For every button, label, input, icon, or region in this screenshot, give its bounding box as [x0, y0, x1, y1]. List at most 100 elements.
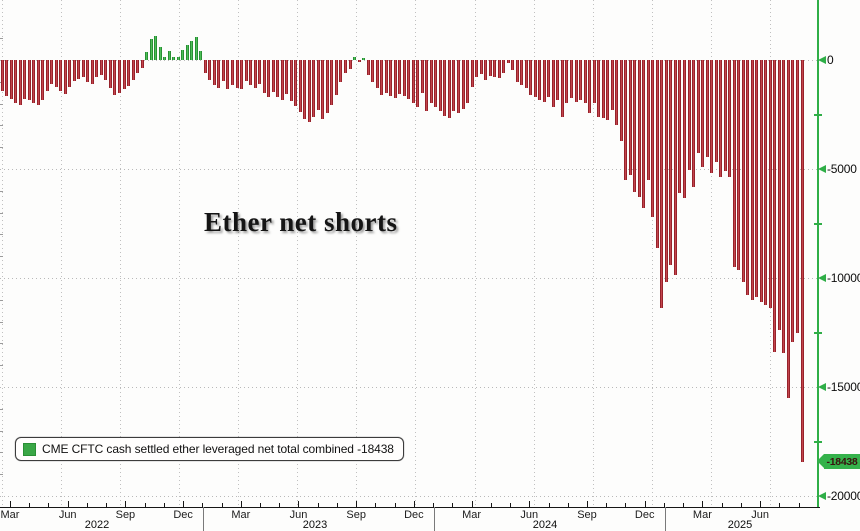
bar [660, 60, 664, 309]
y-axis-minor-tick [814, 113, 822, 116]
x-tick-label: Mar [0, 509, 20, 521]
x-axis-tick [471, 501, 473, 507]
legend-swatch-icon [23, 442, 36, 456]
x-axis-tick [413, 501, 415, 507]
x-tick-label: Dec [404, 509, 424, 521]
bar [41, 60, 45, 101]
bar [714, 60, 718, 163]
v-gridline [533, 0, 535, 507]
bar [90, 60, 94, 84]
bar [212, 60, 216, 86]
x-axis-tick [394, 503, 396, 507]
bar [610, 60, 614, 111]
y-minor-tick-left [0, 212, 3, 214]
bar [185, 44, 189, 60]
bar [655, 60, 659, 249]
x-axis-tick [433, 503, 435, 507]
x-axis-tick [356, 501, 358, 507]
v-gridline [61, 0, 63, 507]
x-axis-tick [625, 503, 627, 507]
bar [750, 60, 754, 300]
bar [303, 60, 307, 119]
bar [45, 60, 49, 91]
bar [615, 60, 619, 126]
bar [86, 60, 90, 82]
bar [411, 60, 415, 103]
bar [710, 60, 714, 174]
bar [407, 60, 411, 100]
bar [18, 60, 22, 105]
bar [497, 60, 501, 79]
bar [746, 60, 750, 295]
y-tick-label: -20000 [827, 489, 860, 503]
bar [136, 60, 140, 74]
bar [791, 60, 795, 342]
bar [583, 60, 587, 104]
bar [63, 60, 67, 94]
bar [190, 41, 194, 60]
bar [542, 60, 546, 102]
v-gridline [179, 0, 181, 507]
h-gridline [0, 277, 818, 279]
legend-label: CME CFTC cash settled ether leveraged ne… [42, 442, 394, 456]
bar [678, 60, 682, 194]
year-separator [203, 507, 204, 531]
y-axis-arrow-icon [818, 383, 826, 391]
y-minor-tick-left [0, 474, 3, 476]
bar [389, 60, 393, 96]
bar [36, 60, 40, 105]
bar [529, 60, 533, 95]
x-axis-tick [683, 503, 685, 507]
x-tick-label: Sep [115, 509, 136, 521]
bar [438, 60, 442, 112]
bar [506, 60, 510, 64]
x-tick-label: Mar [462, 509, 482, 521]
bar [637, 60, 641, 197]
bar [262, 60, 266, 93]
bar [538, 60, 542, 100]
bar [556, 60, 560, 100]
bar [217, 60, 221, 89]
bar [456, 60, 460, 114]
v-gridline [356, 0, 358, 507]
bar [375, 60, 379, 89]
bar [344, 60, 347, 74]
v-gridline [2, 0, 3, 507]
bar [429, 60, 433, 103]
v-gridline [710, 0, 712, 507]
y-axis-arrow-icon [818, 56, 826, 64]
x-axis-tick [375, 503, 377, 507]
year-label: 2024 [532, 519, 558, 531]
bar [353, 57, 357, 60]
chart-title: Ether net shorts [204, 207, 398, 237]
bar [475, 60, 479, 78]
bar [9, 60, 13, 100]
x-axis-tick [29, 503, 31, 507]
bar [235, 60, 239, 89]
bar [484, 60, 488, 80]
x-axis-tick [586, 501, 588, 507]
bar [32, 60, 36, 103]
x-axis-tick [606, 503, 608, 507]
bar [0, 60, 4, 91]
bar [673, 60, 677, 275]
bar [72, 60, 76, 81]
y-axis-minor-tick [814, 440, 822, 443]
x-tick-label: Dec [634, 509, 655, 521]
bar [312, 60, 316, 117]
bar [118, 60, 121, 93]
bar [226, 60, 230, 90]
y-minor-tick-left [0, 38, 3, 40]
bar [54, 60, 58, 88]
bar [348, 60, 352, 69]
x-axis-tick [106, 503, 108, 507]
x-axis-line [0, 507, 820, 508]
bar [560, 60, 564, 117]
bar [705, 60, 709, 157]
bar [795, 60, 799, 334]
bar [393, 60, 397, 99]
x-axis-tick [125, 501, 127, 507]
bar [682, 60, 686, 198]
legend-box[interactable]: CME CFTC cash settled ether leveraged ne… [15, 437, 404, 461]
bar [701, 60, 705, 167]
